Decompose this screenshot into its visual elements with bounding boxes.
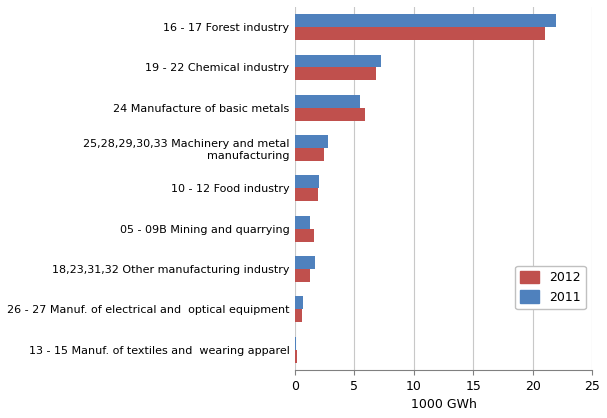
Bar [295,189,317,201]
Bar [295,269,310,282]
Bar [295,256,315,269]
Bar [295,176,319,189]
Bar [295,148,324,161]
Bar [295,67,376,80]
Bar [295,349,297,362]
Bar [295,229,314,242]
Bar [295,27,544,40]
Bar [295,108,365,121]
Bar [295,95,361,108]
Bar [295,296,304,309]
Bar [295,54,381,67]
Bar [295,14,557,27]
Bar [295,216,310,229]
X-axis label: 1000 GWh: 1000 GWh [410,398,476,411]
Legend: 2012, 2011: 2012, 2011 [515,265,586,309]
Bar [295,337,296,349]
Bar [295,309,302,322]
Bar [295,135,328,148]
